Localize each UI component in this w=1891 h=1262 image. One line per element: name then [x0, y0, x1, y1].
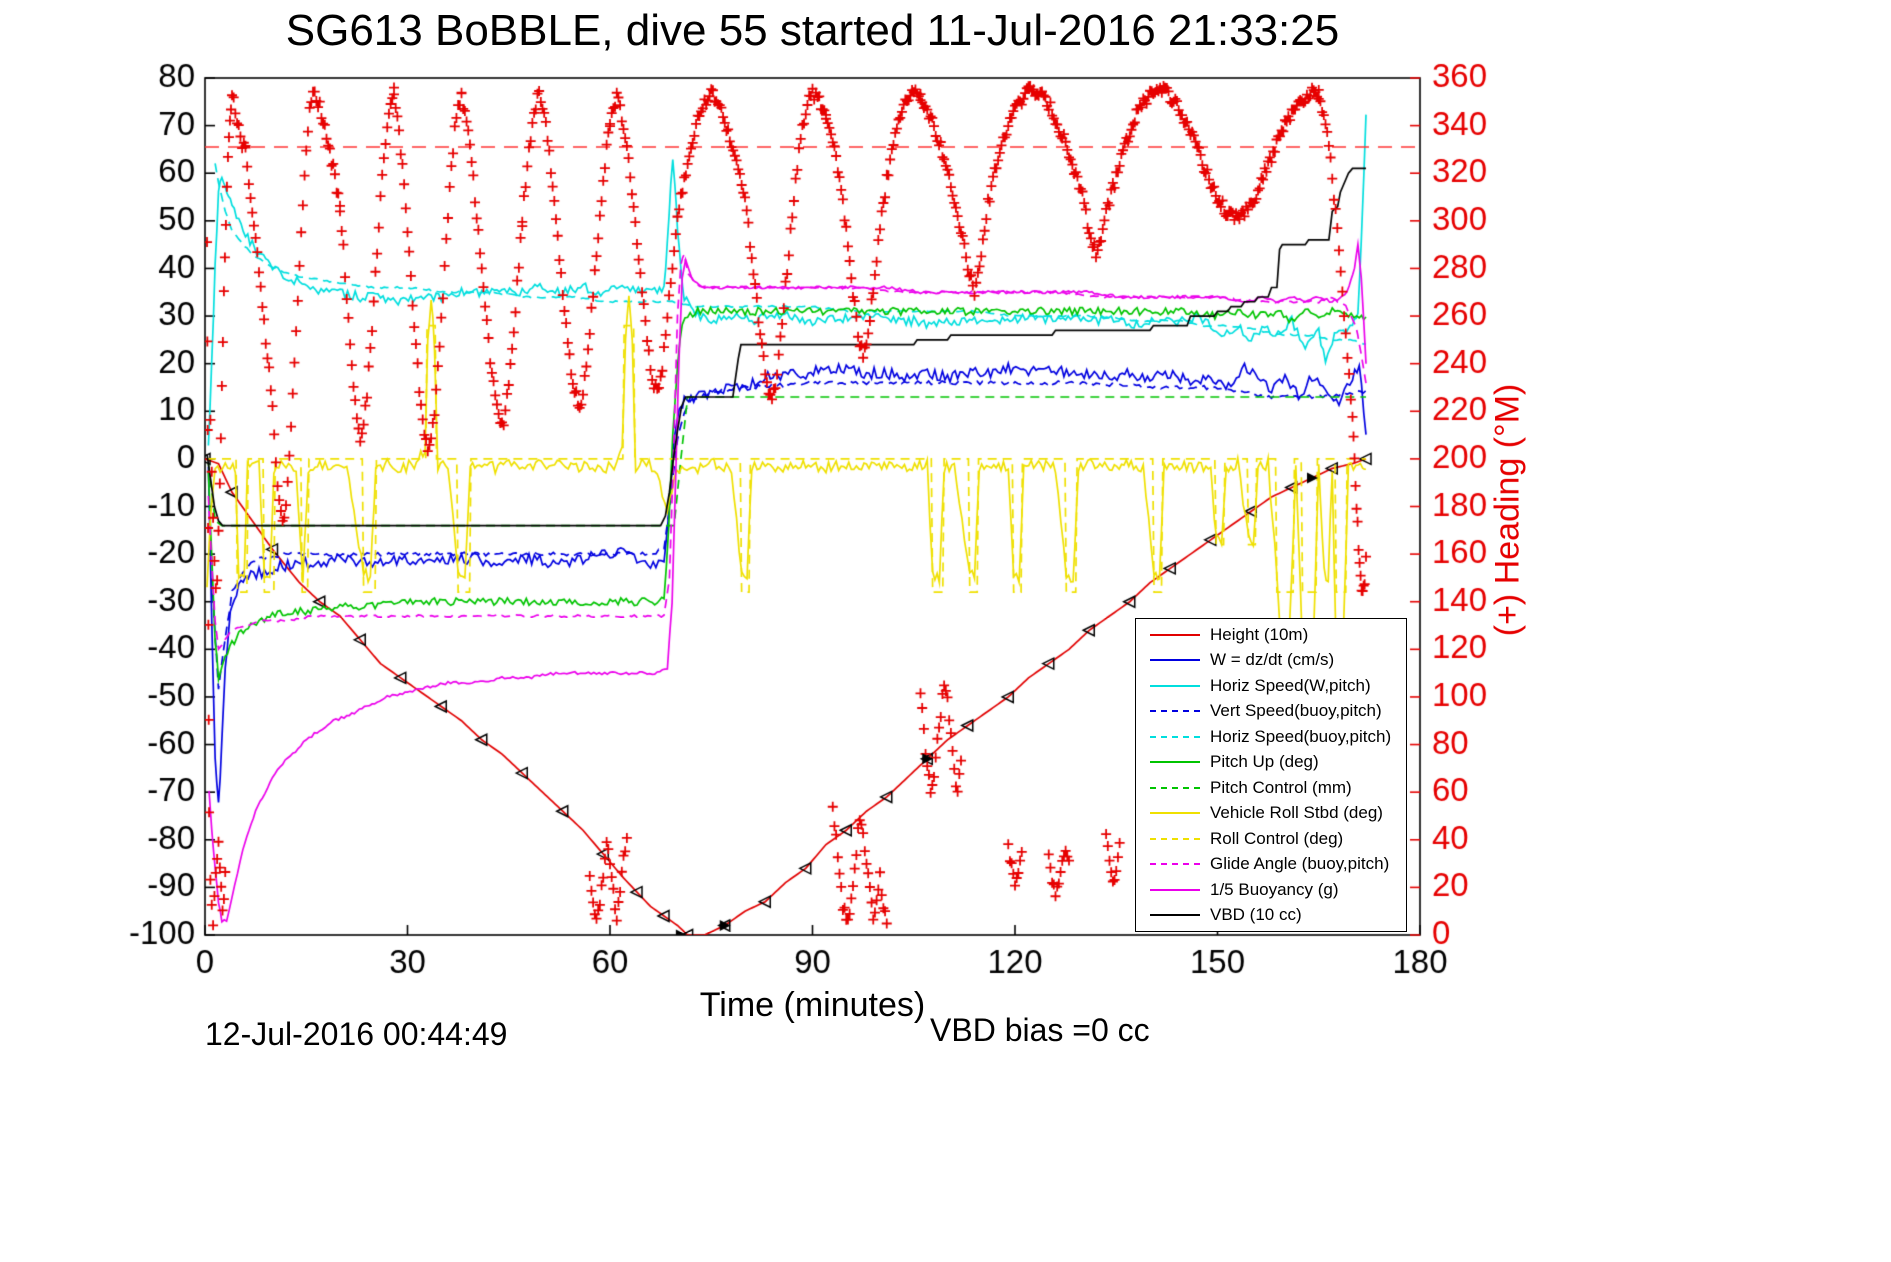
legend-item-label: Vert Speed(buoy,pitch) — [1210, 701, 1382, 721]
legend-item-label: Horiz Speed(buoy,pitch) — [1210, 726, 1392, 746]
legend-item-label: Pitch Control (mm) — [1210, 777, 1352, 797]
legend-item: W = dz/dt (cm/s) — [1136, 648, 1406, 672]
legend-item-label: 1/5 Buoyancy (g) — [1210, 879, 1339, 899]
dive-start-date-annotation: 12-Jul-2016 00:44:49 — [205, 1016, 508, 1052]
legend-line-sample — [1150, 710, 1200, 713]
legend-item: Vehicle Roll Stbd (deg) — [1136, 801, 1406, 825]
legend-line-sample — [1150, 786, 1200, 789]
legend-item-label: Pitch Up (deg) — [1210, 752, 1319, 772]
legend-item-label: W = dz/dt (cm/s) — [1210, 650, 1335, 670]
legend-item-label: Height (10m) — [1210, 624, 1309, 644]
legend-line-sample — [1150, 914, 1200, 917]
x-axis-label: Time (minutes) — [699, 986, 926, 1024]
legend: Height (10m) W = dz/dt (cm/s) Horiz Speed(… — [1135, 618, 1407, 932]
legend-item: 1/5 Buoyancy (g) — [1136, 878, 1406, 902]
legend-item-label: Glide Angle (buoy,pitch) — [1210, 854, 1390, 874]
legend-item: Horiz Speed(buoy,pitch) — [1136, 725, 1406, 749]
vbd-bias-annotation: VBD bias =0 cc — [930, 1012, 1150, 1048]
legend-item: VBD (10 cc) — [1136, 903, 1406, 927]
legend-line-sample — [1150, 863, 1200, 866]
legend-item-label: Roll Control (deg) — [1210, 828, 1344, 848]
legend-item: Height (10m) — [1136, 623, 1406, 647]
legend-line-sample — [1150, 812, 1200, 815]
legend-line-sample — [1150, 633, 1200, 636]
legend-line-sample — [1150, 761, 1200, 764]
legend-item: Pitch Control (mm) — [1136, 776, 1406, 800]
right-y-axis-label: (+) Heading (°M) — [1488, 383, 1527, 637]
legend-item: Vert Speed(buoy,pitch) — [1136, 699, 1406, 723]
legend-line-sample — [1150, 735, 1200, 738]
legend-item-label: Vehicle Roll Stbd (deg) — [1210, 803, 1383, 823]
chart-title: SG613 BoBBLE, dive 55 started 11-Jul-201… — [285, 6, 1340, 55]
legend-item: Pitch Up (deg) — [1136, 750, 1406, 774]
legend-item: Glide Angle (buoy,pitch) — [1136, 852, 1406, 876]
legend-item: Horiz Speed(W,pitch) — [1136, 674, 1406, 698]
legend-line-sample — [1150, 888, 1200, 891]
legend-line-sample — [1150, 684, 1200, 687]
legend-item-label: VBD (10 cc) — [1210, 905, 1302, 925]
legend-line-sample — [1150, 659, 1200, 662]
legend-item: Roll Control (deg) — [1136, 827, 1406, 851]
legend-line-sample — [1150, 837, 1200, 840]
legend-item-label: Horiz Speed(W,pitch) — [1210, 675, 1371, 695]
